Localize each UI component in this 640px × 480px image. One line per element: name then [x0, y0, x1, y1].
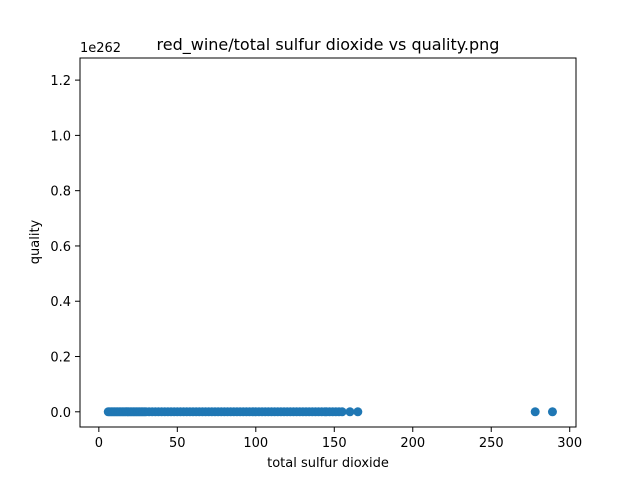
y-tick-label: 0.6	[50, 240, 71, 255]
x-tick-label: 250	[479, 436, 504, 451]
data-points	[103, 407, 557, 417]
x-axis-label: total sulfur dioxide	[267, 456, 389, 471]
data-point	[345, 407, 355, 417]
chart-title: red_wine/total sulfur dioxide vs quality…	[157, 35, 500, 55]
y-tick-label: 0.8	[50, 185, 71, 200]
y-tick-label: 0.2	[50, 351, 71, 366]
y-offset-label: 1e262	[80, 41, 121, 56]
y-tick-label: 1.0	[50, 129, 71, 144]
x-tick-label: 300	[557, 436, 582, 451]
x-tick-label: 200	[400, 436, 425, 451]
plot-frame	[79, 57, 577, 428]
x-tick-label: 0	[95, 436, 103, 451]
data-point	[353, 407, 363, 417]
data-point	[547, 407, 557, 417]
x-tick-label: 150	[322, 436, 347, 451]
data-point	[530, 407, 540, 417]
y-axis: 0.0 0.2 0.4 0.6 0.8 1.0 1.2	[50, 74, 80, 421]
y-axis-label: quality	[28, 219, 43, 264]
x-axis: 0 50 100 150 200 250 300	[95, 427, 582, 451]
x-tick-label: 50	[169, 436, 186, 451]
y-tick-label: 1.2	[50, 74, 71, 89]
x-tick-label: 100	[243, 436, 268, 451]
data-point	[337, 407, 347, 417]
y-tick-label: 0.4	[50, 295, 71, 310]
y-tick-label: 0.0	[50, 406, 71, 421]
